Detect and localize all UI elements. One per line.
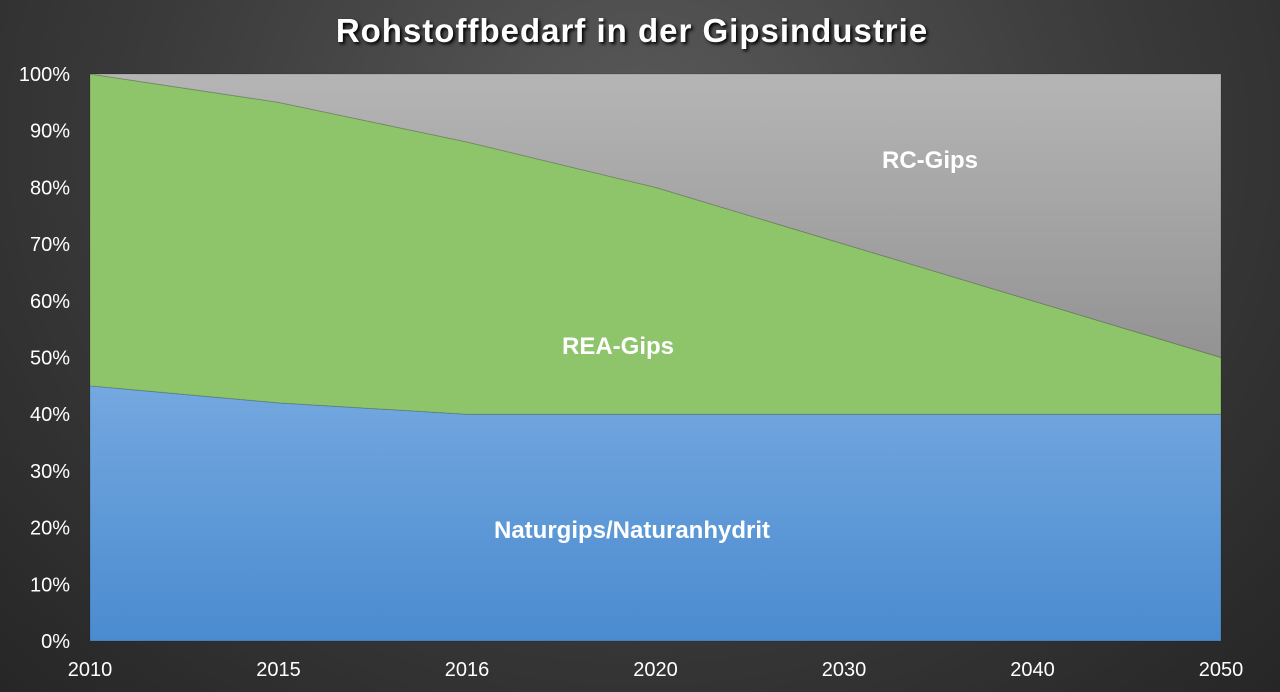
area-label-rea-gips: REA-Gips xyxy=(562,333,674,360)
x-tick-label: 2010 xyxy=(68,659,113,681)
chart-title: Rohstoffbedarf in der Gipsindustrie xyxy=(335,12,929,49)
x-tick-label: 2020 xyxy=(633,659,678,681)
y-tick-label: 20% xyxy=(30,518,70,540)
x-tick-label: 2050 xyxy=(1199,659,1244,681)
x-tick-label: 2030 xyxy=(822,659,867,681)
y-tick-label: 30% xyxy=(30,461,70,483)
x-tick-label: 2015 xyxy=(256,659,301,681)
x-tick-label: 2016 xyxy=(445,659,490,681)
y-tick-label: 40% xyxy=(30,404,70,426)
y-tick-label: 0% xyxy=(41,631,70,653)
y-tick-label: 100% xyxy=(19,64,70,86)
area-label-naturgips: Naturgips/Naturanhydrit xyxy=(494,517,770,544)
y-tick-label: 70% xyxy=(30,234,70,256)
area-rc-gips xyxy=(89,73,1222,359)
area-label-rc-gips: RC-Gips xyxy=(882,147,978,174)
x-tick-label: 2040 xyxy=(1010,659,1055,681)
area-naturgips xyxy=(89,385,1222,642)
y-tick-label: 90% xyxy=(30,121,70,143)
y-tick-label: 80% xyxy=(30,177,70,199)
area-rea-gips xyxy=(89,73,1222,415)
y-tick-label: 60% xyxy=(30,291,70,313)
y-tick-label: 50% xyxy=(30,348,70,370)
y-tick-label: 10% xyxy=(30,574,70,596)
